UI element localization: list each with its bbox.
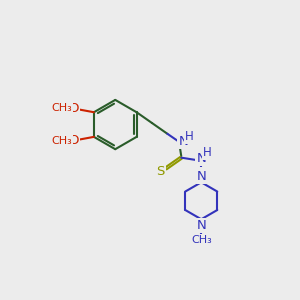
Text: H: H — [185, 130, 194, 142]
Text: N: N — [196, 219, 206, 232]
Text: H: H — [203, 146, 212, 159]
Text: CH₃: CH₃ — [191, 235, 212, 245]
Text: S: S — [156, 165, 165, 178]
Text: N: N — [179, 135, 188, 148]
Text: CH₃: CH₃ — [51, 136, 72, 146]
Text: N: N — [196, 169, 206, 183]
Text: O: O — [68, 134, 78, 147]
Text: N: N — [196, 168, 206, 181]
Text: CH₃: CH₃ — [51, 103, 72, 113]
Text: O: O — [68, 102, 78, 115]
Text: N: N — [196, 152, 206, 165]
